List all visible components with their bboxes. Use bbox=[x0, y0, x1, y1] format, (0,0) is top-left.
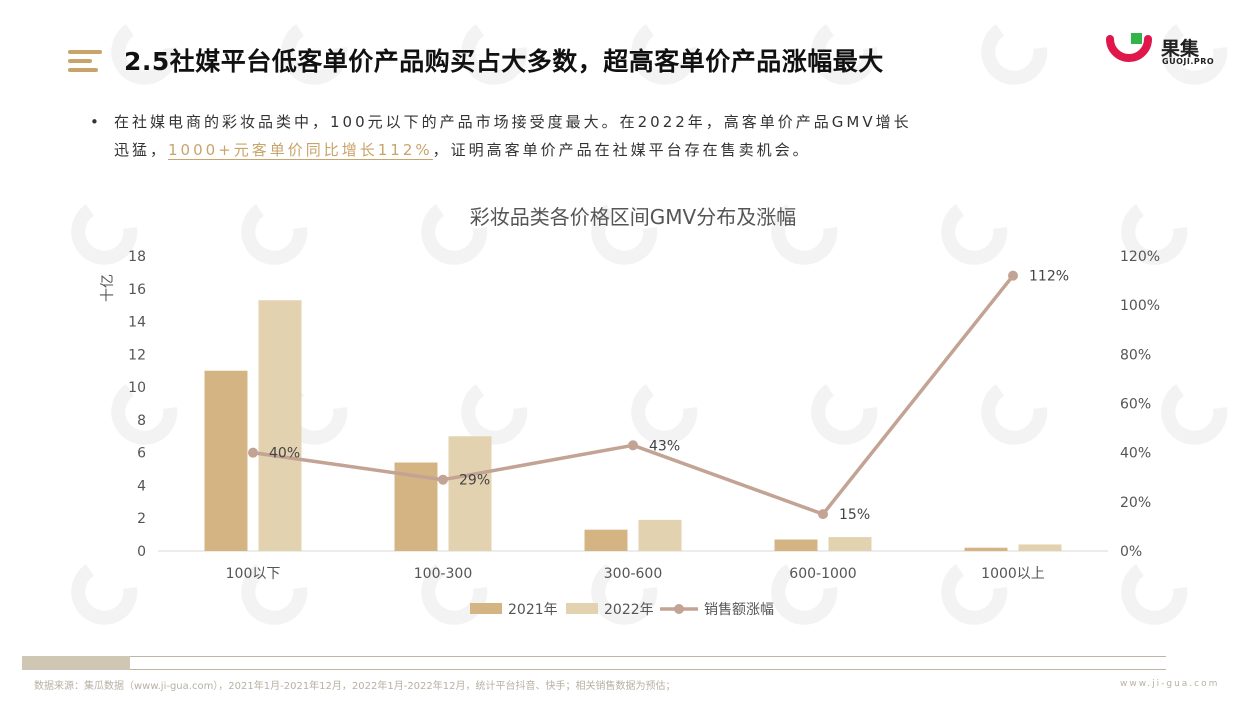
menu-icon bbox=[68, 50, 102, 76]
y-tick-label: 12 bbox=[128, 347, 146, 363]
growth-point bbox=[628, 440, 638, 451]
footer-url: www.ji-gua.com bbox=[1120, 679, 1220, 689]
summary-highlight: 1000+元客单价同比增长112% bbox=[168, 141, 433, 160]
x-tick-label: 300-600 bbox=[604, 566, 663, 582]
legend-swatch-2021 bbox=[470, 603, 502, 614]
chart-title: 彩妆品类各价格区间GMV分布及涨幅 bbox=[470, 205, 796, 229]
footer-source: 数据来源：集瓜数据（www.ji-gua.com），2021年1月-2021年1… bbox=[34, 681, 676, 692]
y-tick-label: 4 bbox=[137, 478, 146, 494]
y-axis-label: 十亿 bbox=[100, 274, 116, 302]
bar-2022年 bbox=[638, 519, 682, 551]
growth-point bbox=[818, 509, 828, 520]
legend-marker-growth bbox=[674, 604, 684, 614]
growth-point bbox=[1008, 270, 1018, 281]
bar-2021年 bbox=[204, 370, 248, 551]
growth-data-label: 29% bbox=[459, 473, 490, 489]
growth-data-label: 43% bbox=[649, 438, 680, 454]
y2-tick-label: 80% bbox=[1120, 347, 1151, 363]
x-tick-label: 100以下 bbox=[226, 566, 281, 582]
y-tick-label: 10 bbox=[128, 380, 146, 396]
bar-2022年 bbox=[448, 436, 492, 551]
bar-2022年 bbox=[1018, 544, 1062, 551]
x-tick-label: 600-1000 bbox=[789, 566, 856, 582]
y-tick-label: 0 bbox=[137, 544, 146, 560]
growth-data-label: 40% bbox=[269, 446, 300, 462]
logo-subtext: GUOJI.PRO bbox=[1162, 57, 1215, 66]
growth-point bbox=[248, 447, 258, 458]
y2-tick-label: 40% bbox=[1120, 446, 1151, 462]
legend-label-2021: 2021年 bbox=[508, 602, 558, 618]
bullet-icon: • bbox=[90, 113, 102, 131]
bar-2022年 bbox=[828, 537, 872, 551]
footer-divider bbox=[22, 656, 1166, 657]
y-tick-label: 6 bbox=[137, 446, 146, 462]
legend-swatch-2022 bbox=[566, 603, 598, 614]
summary-line-2-prefix: 迅猛， bbox=[114, 141, 169, 159]
summary-line-1: 在社媒电商的彩妆品类中，100元以下的产品市场接受度最大。在2022年，高客单价… bbox=[114, 113, 912, 131]
x-tick-label: 100-300 bbox=[414, 566, 473, 582]
bar-2021年 bbox=[584, 529, 628, 551]
brand-logo: 果集 GUOJI.PRO bbox=[1106, 33, 1236, 73]
legend-label-2022: 2022年 bbox=[604, 602, 654, 618]
legend-label-growth: 销售额涨幅 bbox=[704, 602, 774, 618]
y2-tick-label: 0% bbox=[1120, 544, 1142, 560]
summary-line-2-suffix: ，证明高客单价产品在社媒平台存在售卖机会。 bbox=[432, 141, 811, 159]
summary-paragraph: • 在社媒电商的彩妆品类中，100元以下的产品市场接受度最大。在2022年，高客… bbox=[90, 108, 1110, 164]
logo-mark-icon bbox=[1106, 33, 1152, 62]
y2-tick-label: 100% bbox=[1120, 298, 1160, 314]
growth-data-label: 15% bbox=[839, 507, 870, 523]
bar-2022年 bbox=[258, 300, 302, 551]
y2-tick-label: 120% bbox=[1120, 249, 1160, 265]
logo-text: 果集 bbox=[1161, 38, 1200, 60]
footer-progress-block bbox=[22, 656, 130, 670]
footer-divider-lower bbox=[130, 669, 1166, 670]
y-tick-label: 16 bbox=[128, 282, 146, 298]
y-tick-label: 8 bbox=[137, 413, 146, 429]
bar-2021年 bbox=[964, 547, 1008, 551]
y2-tick-label: 60% bbox=[1120, 397, 1151, 413]
y2-tick-label: 20% bbox=[1120, 495, 1151, 511]
growth-point bbox=[438, 474, 448, 485]
y-tick-label: 14 bbox=[128, 315, 146, 331]
bar-2021年 bbox=[774, 539, 818, 551]
summary-line-2: 迅猛，1000+元客单价同比增长112%，证明高客单价产品在社媒平台存在售卖机会… bbox=[114, 136, 1110, 164]
growth-line bbox=[252, 274, 1015, 516]
x-tick-label: 1000以上 bbox=[981, 566, 1045, 582]
y-tick-label: 18 bbox=[128, 249, 146, 265]
y-tick-label: 2 bbox=[137, 511, 146, 527]
growth-data-label: 112% bbox=[1029, 269, 1069, 285]
page-title: 2.5社媒平台低客单价产品购买占大多数，超高客单价产品涨幅最大 bbox=[124, 47, 884, 76]
